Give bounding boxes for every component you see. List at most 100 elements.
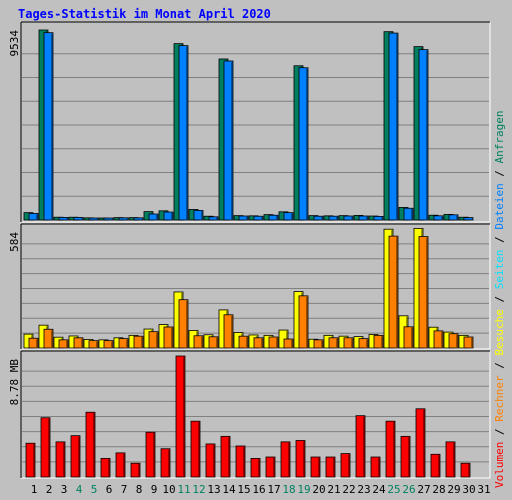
bar-dateien-day-4-shade xyxy=(81,218,83,220)
x-label-day-19: 19 xyxy=(297,483,310,496)
bar-dateien-day-3-shade xyxy=(66,218,68,220)
bar-volumen-day-24 xyxy=(370,456,381,478)
bar-volumen-day-8 xyxy=(130,462,141,478)
x-label-day-17: 17 xyxy=(267,483,280,496)
bar-volumen-day-11-shade xyxy=(183,357,185,477)
bar-dateien-day-20 xyxy=(313,215,324,221)
bar-dateien-day-24-shade xyxy=(381,217,383,220)
bar-rechner-day-30 xyxy=(463,336,474,349)
bar-volumen-day-24-shade xyxy=(378,458,380,477)
bar-dateien-day-7 xyxy=(118,217,129,221)
x-axis-labels: 1 2 3 4 5 6 7 8 9 10 11 12 13 14 15 16 17 18 19 20 21 22 23 24 2… xyxy=(31,483,491,496)
bar-rechner-day-10-shade xyxy=(171,328,173,348)
bar-rechner-day-13 xyxy=(208,336,219,349)
bar-rechner-day-20-shade xyxy=(321,340,323,348)
bar-rechner-day-7 xyxy=(118,338,129,349)
bar-volumen-day-10-shade xyxy=(168,449,170,477)
bar-dateien-day-26-shade xyxy=(411,209,413,220)
bar-dateien-day-9 xyxy=(148,213,159,221)
bar-rechner-day-25-shade xyxy=(396,237,398,348)
bar-dateien-day-22 xyxy=(343,215,354,221)
bar-dateien-day-14 xyxy=(223,60,234,221)
bar-volumen-day-29-shade xyxy=(453,442,455,477)
bar-rechner-day-4 xyxy=(73,337,84,349)
x-label-day-26: 26 xyxy=(402,483,415,496)
x-label-day-22: 22 xyxy=(342,483,355,496)
bar-dateien-day-13 xyxy=(208,216,219,221)
bar-rechner-day-22-shade xyxy=(351,338,353,348)
bar-volumen-day-19 xyxy=(295,440,306,478)
bar-volumen-day-9-shade xyxy=(153,433,155,477)
bar-rechner-day-15 xyxy=(238,335,249,349)
bar-rechner-day-16 xyxy=(253,337,264,349)
x-label-day-28: 28 xyxy=(432,483,445,496)
bar-dateien-day-30 xyxy=(463,217,474,221)
legend-item: Rechner xyxy=(493,375,506,422)
legend-item: / xyxy=(493,356,506,376)
bar-volumen-day-6 xyxy=(100,457,111,478)
bar-volumen-day-3 xyxy=(55,441,66,478)
bar-volumen-day-27-shade xyxy=(423,409,425,477)
bar-volumen-day-17-shade xyxy=(273,458,275,477)
bar-rechner-day-19 xyxy=(298,295,309,349)
bar-volumen-day-29 xyxy=(445,441,456,478)
x-label-day-23: 23 xyxy=(357,483,370,496)
legend-item: Seiten xyxy=(493,250,506,290)
bar-dateien-day-6 xyxy=(103,217,114,221)
bar-volumen-day-20 xyxy=(310,456,321,478)
bar-volumen-day-21 xyxy=(325,456,336,478)
x-label-day-9: 9 xyxy=(151,483,158,496)
bar-rechner-day-13-shade xyxy=(216,337,218,348)
bar-dateien-day-19 xyxy=(298,67,309,221)
bar-rechner-day-18 xyxy=(283,338,294,349)
bar-volumen-day-22 xyxy=(340,453,351,478)
bar-volumen-day-4-shade xyxy=(78,436,80,477)
bar-rechner-day-24 xyxy=(373,334,384,349)
bar-rechner-day-7-shade xyxy=(126,339,128,348)
x-label-day-20: 20 xyxy=(312,483,325,496)
bar-dateien-day-3 xyxy=(58,217,69,221)
bar-rechner-day-6 xyxy=(103,340,114,349)
bar-rechner-day-29-shade xyxy=(456,334,458,348)
x-label-day-12: 12 xyxy=(192,483,205,496)
bar-dateien-day-23 xyxy=(358,215,369,221)
bar-volumen-day-15-shade xyxy=(243,446,245,477)
bar-volumen-day-13-shade xyxy=(213,444,215,477)
bar-rechner-day-22 xyxy=(343,337,354,349)
bar-rechner-day-25 xyxy=(388,235,399,349)
bar-dateien-day-30-shade xyxy=(471,218,473,220)
bar-dateien-day-14-shade xyxy=(231,61,233,220)
bar-volumen-day-12-shade xyxy=(198,422,200,477)
bar-volumen-day-27 xyxy=(415,408,426,478)
bar-dateien-day-22-shade xyxy=(351,217,353,220)
bar-dateien-day-17 xyxy=(268,214,279,221)
bar-volumen-day-5-shade xyxy=(93,413,95,477)
y-axis-labels: 9534 584 8.78 MB xyxy=(8,30,21,406)
bar-volumen-day-30-shade xyxy=(468,464,470,477)
x-label-day-5: 5 xyxy=(91,483,98,496)
bar-dateien-day-17-shade xyxy=(276,216,278,220)
x-label-day-13: 13 xyxy=(207,483,220,496)
bar-dateien-day-20-shade xyxy=(321,217,323,220)
bar-rechner-day-5-shade xyxy=(96,341,98,348)
x-label-day-4: 4 xyxy=(76,483,83,496)
bar-dateien-day-25 xyxy=(388,32,399,221)
legend-item: Dateien xyxy=(493,183,506,229)
bar-dateien-day-29-shade xyxy=(456,215,458,220)
x-label-day-27: 27 xyxy=(417,483,430,496)
bar-volumen-day-6-shade xyxy=(108,459,110,477)
bar-dateien-day-10 xyxy=(163,211,174,221)
bar-dateien-day-6-shade xyxy=(111,219,113,220)
x-label-day-2: 2 xyxy=(46,483,53,496)
x-label-day-29: 29 xyxy=(447,483,460,496)
bar-dateien-day-27-shade xyxy=(426,50,428,220)
gridlines xyxy=(22,53,489,463)
bar-dateien-day-11 xyxy=(178,45,189,221)
y-axis-max-label: 9534 xyxy=(8,30,21,57)
bar-rechner-day-27-shade xyxy=(426,237,428,348)
bar-volumen-day-25 xyxy=(385,420,396,478)
bar-volumen-day-10 xyxy=(160,448,171,478)
bar-dateien-day-28 xyxy=(433,215,444,221)
bar-volumen-day-9 xyxy=(145,431,156,478)
